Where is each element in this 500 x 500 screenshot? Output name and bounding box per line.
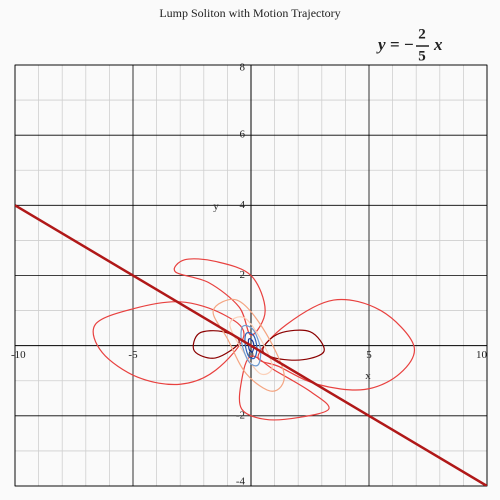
- y-tick-label: -2: [236, 409, 245, 421]
- y-tick-label: -4: [236, 476, 246, 488]
- contour-line: [244, 332, 258, 360]
- y-tick-label: 4: [240, 199, 246, 211]
- contour-line: [92, 301, 245, 386]
- contour-line: [240, 324, 262, 367]
- plot-frame: [14, 64, 488, 487]
- equation-lhs: y: [376, 35, 386, 54]
- contour-line: [212, 298, 285, 392]
- equation-sign: −: [404, 35, 414, 54]
- y-tick-label: 8: [240, 62, 246, 74]
- x-tick-label: 10: [476, 349, 488, 361]
- contour-line: [262, 329, 325, 361]
- x-tick-label: 5: [366, 349, 372, 361]
- y-tick-label: 6: [240, 129, 246, 141]
- equation-eq: =: [390, 35, 400, 54]
- x-tick-label: 0: [248, 349, 254, 361]
- equation: y = − 2 5 x: [376, 26, 443, 64]
- equation-numerator: 2: [418, 26, 426, 42]
- contour-line: [257, 298, 416, 391]
- x-tick-label: -10: [11, 349, 26, 361]
- contour-group: [15, 204, 487, 486]
- equation-denominator: 5: [418, 48, 426, 64]
- contour-line: [192, 330, 240, 359]
- x-tick-label: -5: [128, 349, 138, 361]
- y-axis-label: y: [213, 201, 219, 213]
- chart-title: Lump Soliton with Motion Trajectory: [159, 6, 340, 20]
- x-axis-label: x: [365, 370, 371, 382]
- y-tick-label: 2: [240, 269, 246, 281]
- equation-var: x: [433, 35, 443, 54]
- trajectory-line: [15, 204, 487, 486]
- contour-line: [247, 338, 255, 353]
